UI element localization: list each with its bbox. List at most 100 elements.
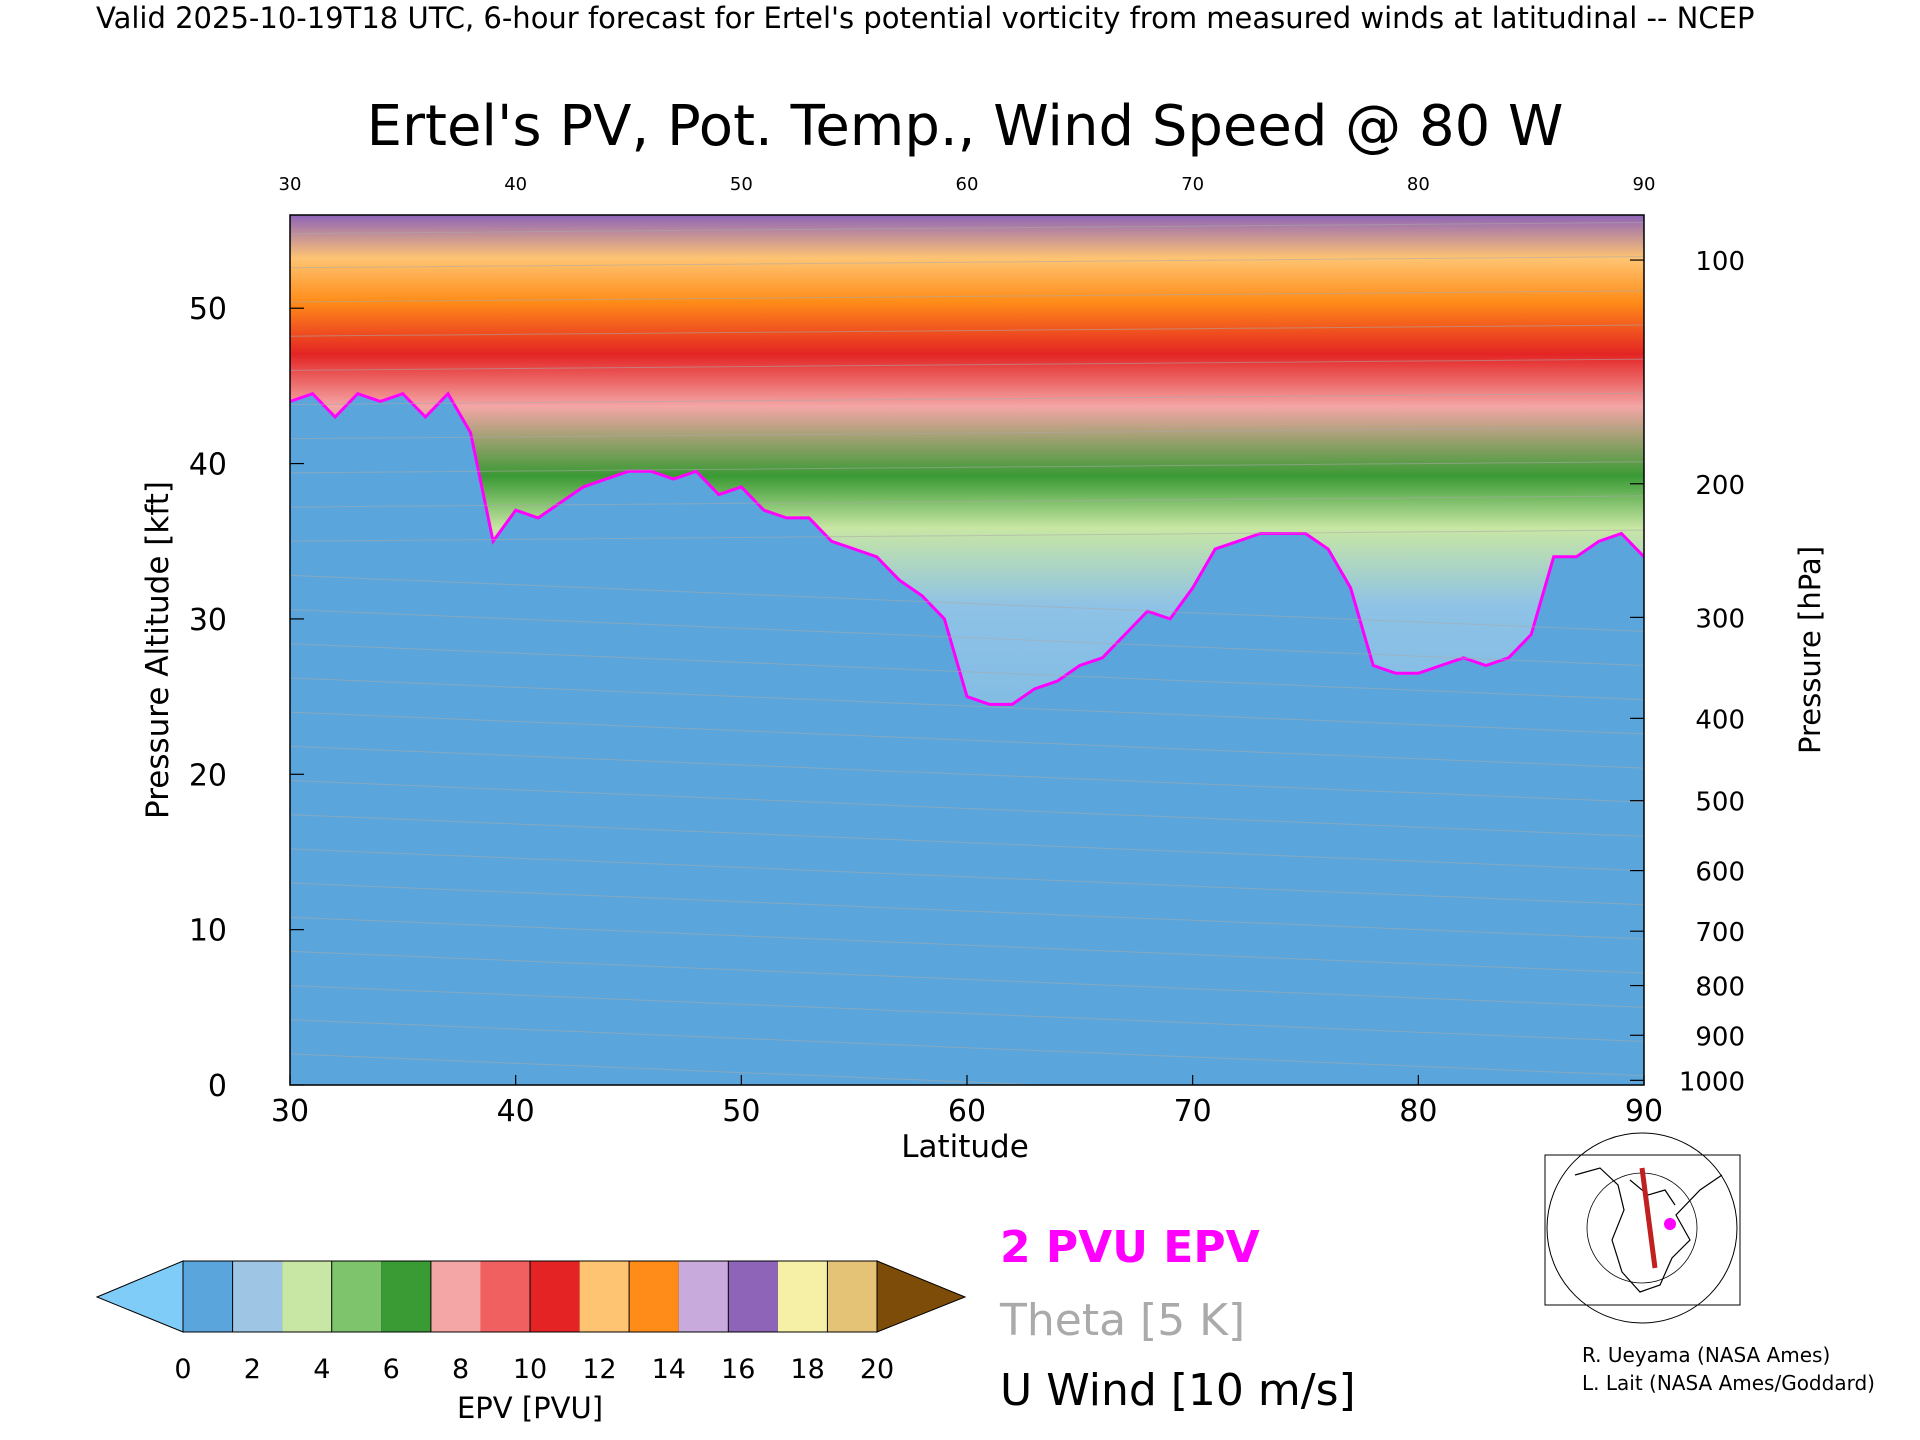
theta-contour [290,495,1644,508]
header-text: Valid 2025-10-19T18 UTC, 6-hour forecast… [96,1,1754,35]
locator-map-circle [1546,1132,1738,1324]
theta-contour [290,814,1644,872]
colorbar-segment [282,1261,333,1332]
theta-contour [290,780,1644,837]
y-axis-label: Pressure Altitude [kft] [140,481,176,819]
pressure-tick-label: 100 [1695,247,1745,277]
colorbar-segment [232,1260,284,1333]
theta-contours [290,222,1644,1085]
y-tick-label: 30 [189,603,227,638]
theta-contour [290,290,1644,303]
theta-contour [290,324,1644,337]
x-tick-label: 50 [722,1094,760,1129]
theta-contour [290,222,1644,235]
y-tick-label: 0 [208,1069,227,1104]
legend-tropopause: 2 PVU EPV [1000,1222,1260,1273]
colorbar-segment [628,1260,680,1333]
colorbar-segment [430,1260,482,1333]
colorbar-tick-label: 16 [721,1354,755,1385]
colorbar-tick-label: 0 [174,1354,191,1385]
credit-line-1: R. Ueyama (NASA Ames) [1582,1343,1830,1367]
colorbar-tick-label: 20 [860,1354,894,1385]
plot-area: 30 30 40 40 50 50 60 60 70 70 80 80 90 90 0 10 20 30 40 50… [140,174,1827,1165]
legend-wind: U Wind [10 m/s] [1000,1365,1356,1416]
colorbar-segment [381,1261,432,1332]
x-tick-label: 30 [271,1094,309,1129]
theta-contour [290,985,1644,1042]
colorbar-segment [529,1260,581,1333]
theta-contour [290,882,1644,940]
theta-contour [290,392,1644,405]
pressure-tick-label: 400 [1695,705,1745,735]
locator-position-marker [1664,1218,1676,1230]
pressure-tick-label: 500 [1695,788,1745,818]
y-axis: 0 10 20 30 40 50 [189,292,304,1104]
colorbar-low-arrow [95,1260,184,1333]
colorbar-tick-label: 12 [582,1354,616,1385]
colorbar-tick-label: 2 [244,1354,261,1385]
x-tick-label-top: 50 [730,174,753,195]
colorbar-segment [678,1261,729,1332]
colorbar-ticks: 0 2 4 6 8 10 12 14 16 18 20 [174,1354,894,1385]
pressure-tick-label: 1000 [1679,1067,1745,1097]
colorbar-tick-label: 18 [790,1354,824,1385]
colorbar-segment [331,1260,383,1333]
theta-contour [290,711,1644,769]
colorbar-boxes [182,1260,879,1333]
pressure-tick-label: 800 [1695,973,1745,1003]
theta-contour [290,609,1644,666]
chart-title: Ertel's PV, Pot. Temp., Wind Speed @ 80 … [367,94,1564,159]
x-tick-label-top: 60 [956,174,979,195]
colorbar-segment [480,1261,531,1332]
theta-contour [290,574,1644,632]
colorbar: 0 2 4 6 8 10 12 14 16 18 20 EPV [PVU] [95,1260,967,1425]
pressure-tick-label: 900 [1695,1022,1745,1052]
x-tick-label-top: 30 [279,174,302,195]
legend-theta: Theta [5 K] [999,1295,1245,1346]
x-tick-label-top: 70 [1181,174,1204,195]
x-tick-label: 60 [948,1094,986,1129]
y-tick-label: 50 [189,292,227,327]
tropopause-2pvu-line [290,391,1644,706]
x-tick-label-top: 90 [1633,174,1656,195]
theta-contour [290,358,1644,371]
colorbar-tick-label: 8 [452,1354,469,1385]
locator-map-coastline [1629,1179,1676,1206]
theta-contour [290,745,1644,803]
x-tick-label: 40 [497,1094,535,1129]
colorbar-segment [727,1260,779,1333]
pressure-tick-label: 200 [1695,471,1745,501]
colorbar-label: EPV [PVU] [457,1391,603,1425]
legend: 2 PVU EPV Theta [5 K] U Wind [10 m/s] [999,1222,1356,1416]
x-axis: 30 30 40 40 50 50 60 60 70 70 80 80 90 90 [271,174,1663,1129]
x-tick-label: 70 [1174,1094,1212,1129]
y-tick-label: 20 [189,758,227,793]
colorbar-segment [183,1261,234,1332]
pressure-tick-label: 300 [1695,604,1745,634]
x-tick-label-top: 40 [504,174,527,195]
colorbar-segment [777,1261,828,1332]
locator-track-line [1639,1167,1658,1269]
colorbar-tick-label: 10 [513,1354,547,1385]
pressure-tick-label: 700 [1695,918,1745,948]
x-tick-label: 80 [1399,1094,1437,1129]
theta-contour [290,1019,1644,1077]
colorbar-tick-label: 6 [383,1354,400,1385]
x-tick-label: 90 [1625,1094,1663,1129]
colorbar-tick-label: 4 [313,1354,330,1385]
theta-contour [290,950,1644,1008]
x-axis-label: Latitude [901,1129,1029,1165]
theta-contour [290,461,1644,474]
theta-contour [290,256,1644,269]
troposphere-fill [290,393,1644,1085]
theta-contour [290,643,1644,701]
pressure-axis-label: Pressure [hPa] [1793,546,1827,754]
theta-contour [290,529,1644,542]
locator-map [1544,1132,1741,1324]
theta-contour [290,848,1644,906]
x-tick-label-top: 80 [1407,174,1430,195]
y-tick-label: 10 [189,914,227,949]
pressure-axis: 100 200 300 400 500 600 700 800 900 1000 [1630,247,1745,1097]
theta-contour [290,916,1644,974]
